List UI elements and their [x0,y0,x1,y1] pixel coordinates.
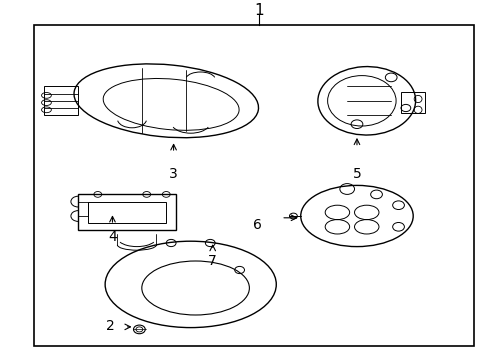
Text: 1: 1 [254,3,264,18]
Text: 3: 3 [169,167,178,181]
Bar [78,202,88,216]
Text: 5: 5 [352,167,361,181]
Bar [34,25,473,346]
Text: 7: 7 [208,254,217,268]
Bar [78,194,176,230]
Bar [400,92,425,113]
Bar [88,202,166,223]
Text: 6: 6 [252,218,261,232]
Text: 4: 4 [108,230,117,244]
Text: 2: 2 [106,319,115,333]
Bar [44,86,78,115]
